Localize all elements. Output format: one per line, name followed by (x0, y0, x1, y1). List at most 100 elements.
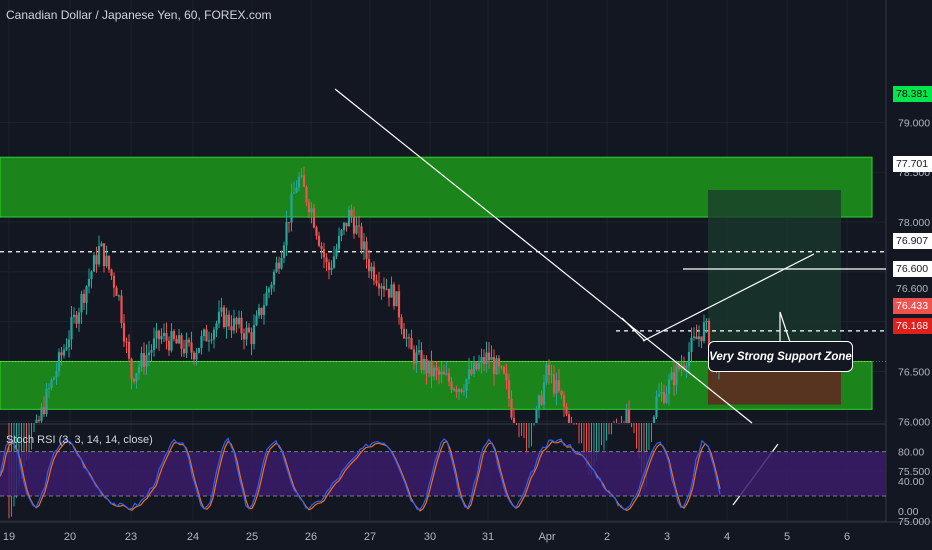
candle-body (360, 226, 363, 250)
time-tick-label: 4 (724, 531, 730, 543)
price-tag: 77.701 (893, 156, 932, 172)
candle-body (670, 372, 673, 380)
candle-body (427, 360, 431, 374)
candle-body (177, 335, 181, 344)
candle-body (675, 365, 678, 386)
time-tick-label: Apr (538, 531, 555, 543)
candle-body (540, 395, 543, 405)
time-tick-label: 25 (246, 531, 258, 543)
candle-body (380, 286, 383, 289)
candle-body (270, 284, 273, 289)
candle-body (150, 350, 153, 353)
candle-body (390, 284, 393, 298)
candle-body (225, 314, 228, 328)
stoch-rsi-pane (0, 437, 886, 512)
candle-body (562, 395, 566, 407)
candle-body (665, 394, 668, 403)
price-tag: 76.433 (893, 298, 932, 314)
candle-body (57, 352, 61, 372)
price-tick-label: 76.000 (898, 416, 930, 428)
candle-body (557, 380, 561, 391)
candle-body (660, 392, 663, 395)
trendline-ascending (642, 253, 815, 342)
price-tag: 76.168 (893, 318, 932, 334)
candle-body (550, 374, 553, 376)
price-tag: 76.907 (893, 233, 932, 249)
trendline-wedge-apex (621, 317, 646, 342)
candle-body (367, 259, 371, 272)
candle-body (287, 222, 291, 224)
support-zone-callout[interactable]: Very Strong Support Zone (708, 341, 853, 372)
candle-body (337, 235, 341, 249)
candle-body (220, 307, 223, 312)
rsi-tick-label: 80.00 (898, 447, 924, 459)
callout-pointer (779, 311, 791, 343)
candle-body (290, 193, 293, 223)
candle-body (132, 378, 136, 382)
candle-body (417, 350, 421, 353)
candle-body (252, 325, 256, 345)
candle-body (507, 380, 511, 399)
candle-body (165, 332, 168, 341)
candle-body (440, 371, 443, 375)
candle-body (40, 407, 43, 421)
candle-body (425, 358, 428, 374)
candle-body (407, 337, 411, 339)
candle-body (705, 320, 708, 323)
candle-body (162, 332, 166, 337)
candle-body (52, 377, 56, 380)
rsi-k-line (0, 437, 721, 511)
candle-body (100, 243, 103, 247)
candle-body (340, 230, 343, 236)
candle-body (307, 202, 311, 213)
candle-body (677, 365, 681, 370)
position-profit-area (708, 190, 841, 362)
candle-body (327, 262, 331, 270)
candle-body (65, 347, 68, 350)
candle-body (547, 364, 551, 376)
candle-body (285, 222, 288, 246)
candle-body (77, 312, 81, 324)
candle-body (292, 192, 296, 194)
candle-body (195, 352, 198, 360)
candle-body (45, 388, 48, 414)
candle-body (325, 257, 328, 263)
candle-body (392, 284, 396, 307)
candle-body (242, 333, 246, 340)
candle-body (435, 367, 438, 371)
candle-body (42, 407, 46, 414)
candle-body (280, 257, 283, 269)
trendline-descending (334, 88, 753, 424)
candle-body (502, 367, 506, 374)
candle-body (667, 379, 671, 395)
candle-body (262, 305, 266, 315)
candle-body (342, 222, 346, 231)
candle-body (702, 322, 706, 342)
price-tag: 78.381 (893, 86, 932, 102)
candle-body (365, 241, 368, 260)
candle-body (542, 382, 546, 405)
candle-body (477, 363, 481, 370)
candle-body (197, 348, 201, 353)
time-tick-label: 5 (784, 531, 790, 543)
candle-body (345, 222, 348, 227)
candle-body (317, 235, 321, 247)
candle-body (352, 216, 356, 234)
candle-body (215, 323, 218, 330)
candle-body (490, 357, 493, 361)
candle-body (482, 357, 486, 364)
candle-body (472, 362, 476, 375)
candle-body (35, 419, 38, 423)
time-tick-label: 27 (364, 531, 376, 543)
price-tick-label: 76.500 (898, 366, 930, 378)
candle-body (312, 208, 316, 228)
candle-body (180, 335, 183, 349)
candle-body (400, 317, 403, 329)
candle-body (415, 352, 418, 364)
candle-body (495, 358, 498, 375)
candle-body (192, 352, 196, 360)
candle-body (330, 267, 333, 270)
candle-body (657, 394, 661, 397)
candle-body (672, 372, 676, 386)
candle-body (377, 283, 381, 289)
